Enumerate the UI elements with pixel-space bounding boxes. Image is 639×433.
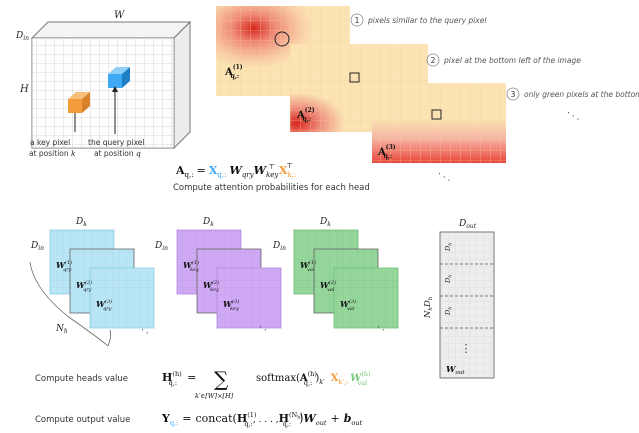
- output-row-2: Dh: [444, 275, 454, 284]
- heads-value-formula: H(h) q,: =: [162, 370, 196, 387]
- note-1-number: 1: [355, 16, 360, 25]
- output-top-label: Dout: [458, 219, 477, 230]
- w-qry-2: W(2) qry: [76, 279, 92, 293]
- map-label-1: A(1) q,:: [224, 64, 243, 80]
- attention-caption: Compute attention probabilities for each…: [173, 183, 370, 193]
- note-3: 3 only green pixels at the bottom: [506, 87, 639, 101]
- height-label: H: [19, 84, 29, 95]
- weights-val: [293, 229, 399, 329]
- key-pixel-position: at position k: [29, 149, 76, 158]
- note-1-text: pixels similar to the query pixel: [367, 16, 487, 25]
- heads-value-label: Compute heads value: [35, 374, 128, 384]
- note-2-text: pixel at the bottom left of the image: [443, 56, 581, 65]
- val-top-dim: Dk: [319, 217, 331, 228]
- attention-formula: Aq,: = Xq,: WqryWkey⊤ Xk,:⊤: [175, 162, 296, 179]
- input-cube: [30, 20, 192, 150]
- output-value-label: Compute output value: [35, 415, 130, 425]
- query-pixel-caption: the query pixel: [88, 138, 144, 147]
- query-arrow-head: [112, 86, 118, 92]
- w-key-3: W(3) key: [223, 298, 239, 312]
- output-matrix: [439, 231, 495, 379]
- attention-map-3: [372, 83, 506, 163]
- maps-ellipsis-1: · · ·: [564, 109, 581, 125]
- output-row-3: Dh: [444, 307, 454, 316]
- key-pixel-caption: a key pixel: [30, 138, 70, 147]
- key-pixel: [68, 92, 90, 113]
- w-qry-1: W(1) qry: [56, 259, 72, 273]
- w-val-1: W(1) val: [300, 259, 316, 273]
- key-side-dim: Din: [154, 241, 168, 252]
- w-key-1: W(1) key: [183, 259, 199, 273]
- note-3-number: 3: [511, 90, 516, 99]
- depth-label: Din: [15, 31, 29, 42]
- note-2: 2 pixel at the bottom left of the image: [426, 53, 581, 67]
- note-2-number: 2: [431, 56, 436, 65]
- query-pixel: [108, 67, 130, 88]
- weights-qry: [49, 229, 155, 329]
- sum-range: k′∈[W]×[H]: [195, 392, 234, 400]
- qry-side-dim: Din: [30, 241, 44, 252]
- heads-brace-tip: [107, 329, 112, 347]
- heads-count-label: Nh: [55, 324, 68, 335]
- note-3-text: only green pixels at the bottom: [524, 90, 639, 99]
- map-label-3: A(3) q,:: [377, 144, 396, 160]
- output-value-formula: Yq,: = concat(H(1) q,:, . . . ,H(Nh) q,:)Wou…: [161, 411, 363, 428]
- note-1: 1 pixels similar to the query pixel: [350, 13, 487, 27]
- output-row-1: Dh: [444, 243, 454, 252]
- query-pixel-position: at position q: [94, 149, 141, 158]
- w-key-2: W(2) key: [203, 279, 219, 293]
- output-bottom-label: Wout: [446, 365, 465, 376]
- heads-brace: [29, 261, 109, 347]
- qry-top-dim: Dk: [75, 217, 87, 228]
- w-qry-3: W(3) qry: [96, 298, 112, 312]
- softmax-term: softmax(A(h) q,:)k′ Xk′,: W(h) val: [256, 370, 371, 387]
- output-dots: ⋮: [461, 342, 472, 355]
- width-label: W: [114, 10, 125, 21]
- w-val-3: W(3) val: [340, 298, 356, 312]
- output-side-label: NhDh: [423, 296, 434, 319]
- val-side-dim: Din: [272, 241, 286, 252]
- w-val-2: W(2) val: [320, 279, 336, 293]
- sum-symbol: ∑: [214, 367, 229, 391]
- map-label-2: A(2) q,:: [296, 107, 315, 123]
- weights-key: [176, 229, 282, 329]
- maps-ellipsis-2: · · ·: [435, 170, 452, 186]
- key-top-dim: Dk: [202, 217, 214, 228]
